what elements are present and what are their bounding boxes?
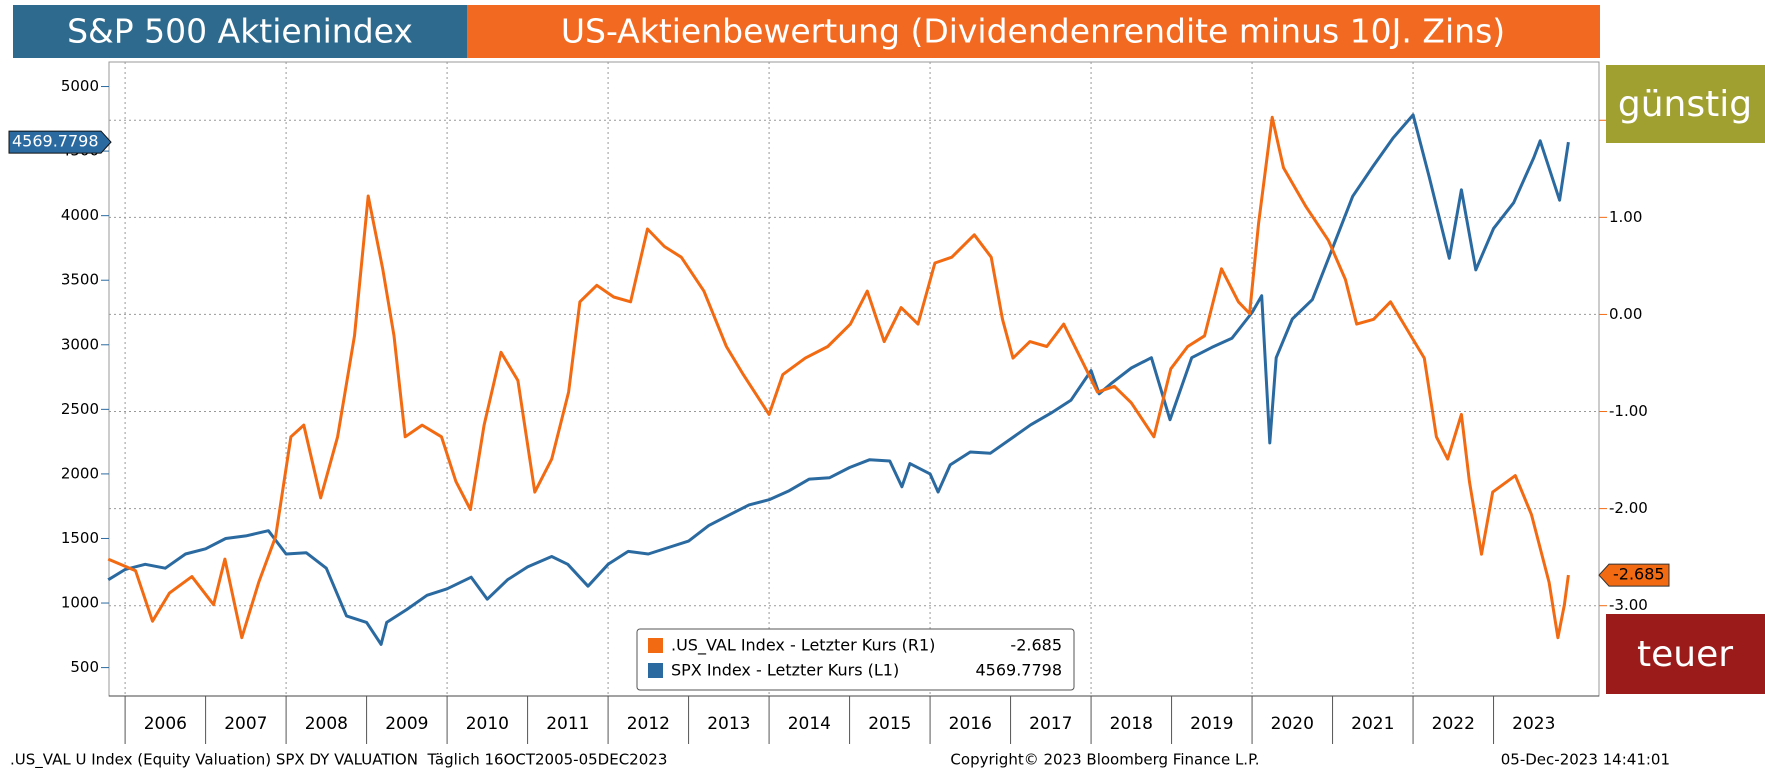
y-tick-label: 3000: [61, 335, 99, 353]
x-tick-label: 2021: [1351, 714, 1394, 734]
y-tick-label: 1000: [61, 594, 99, 612]
y-tick-label: 2000: [61, 464, 99, 482]
legend-value: -2.685: [1010, 636, 1062, 655]
x-tick-label: 2014: [788, 714, 831, 734]
x-tick-label: 2009: [385, 714, 428, 734]
last-value-flag: [8, 130, 112, 154]
left-title: S&P 500 Aktienindex: [67, 12, 413, 51]
series-line: [107, 115, 1570, 640]
x-tick-label: 2017: [1029, 714, 1072, 734]
top-badge-box: [1606, 65, 1765, 143]
y-tick-label: 500: [70, 658, 99, 676]
x-tick-label: 2019: [1190, 714, 1233, 734]
last-value-flag: [1598, 563, 1670, 587]
left-title-box: [13, 5, 467, 58]
right-title-box: [467, 5, 1600, 58]
right-title: US-Aktienbewertung (Dividendenrendite mi…: [561, 12, 1505, 51]
y-tick-label: 2500: [61, 400, 99, 418]
x-tick-label: 2020: [1271, 714, 1314, 734]
x-tick-label: 2022: [1432, 714, 1475, 734]
plot: 2006 2007 2008 2009 2010 2011 2012 2013 2014 2015…: [8, 62, 1670, 744]
x-tick-label: 2011: [546, 714, 589, 734]
legend-value: 4569.7798: [975, 661, 1062, 680]
top-badge: günstig: [1618, 84, 1752, 125]
footer-left: .US_VAL U Index (Equity Valuation) SPX D…: [10, 751, 667, 770]
legend-label: .US_VAL Index - Letzter Kurs (R1): [671, 636, 935, 656]
y-tick-label: 3500: [61, 271, 99, 289]
legend-swatch: [648, 638, 663, 653]
series-line: [107, 113, 1570, 646]
footer-right: 05-Dec-2023 14:41:01: [1501, 751, 1670, 769]
y2-tick-label: -2.00: [1609, 499, 1648, 517]
x-tick-label: 2023: [1512, 714, 1555, 734]
y-tick-label: 5000: [61, 77, 99, 95]
bottom-badge-box: [1606, 614, 1765, 694]
y2-tick-label: -1.00: [1609, 402, 1648, 420]
x-tick-label: 2007: [224, 714, 267, 734]
footer-center: Copyright© 2023 Bloomberg Finance L.P.: [950, 751, 1259, 769]
legend-swatch: [648, 663, 663, 678]
x-tick-label: 2018: [1110, 714, 1153, 734]
y-tick-label: 1500: [61, 529, 99, 547]
y-tick-label: 4000: [61, 206, 99, 224]
y2-tick-label: -3.00: [1609, 596, 1648, 614]
x-tick-label: 2008: [305, 714, 348, 734]
x-tick-label: 2006: [144, 714, 187, 734]
x-tick-label: 2015: [868, 714, 911, 734]
x-tick-label: 2010: [466, 714, 509, 734]
bottom-badge: teuer: [1637, 634, 1733, 675]
legend-box: [636, 628, 1075, 691]
x-tick-label: 2012: [627, 714, 670, 734]
y2-tick-label: 0.00: [1609, 305, 1642, 323]
legend-label: SPX Index - Letzter Kurs (L1): [671, 661, 899, 680]
last-value-label: -2.685: [1613, 565, 1665, 584]
plot-frame: [108, 61, 1600, 697]
last-value-label: 4569.7798: [12, 132, 99, 151]
x-tick-label: 2016: [949, 714, 992, 734]
y2-tick-label: 1.00: [1609, 208, 1642, 226]
x-tick-label: 2013: [707, 714, 750, 734]
